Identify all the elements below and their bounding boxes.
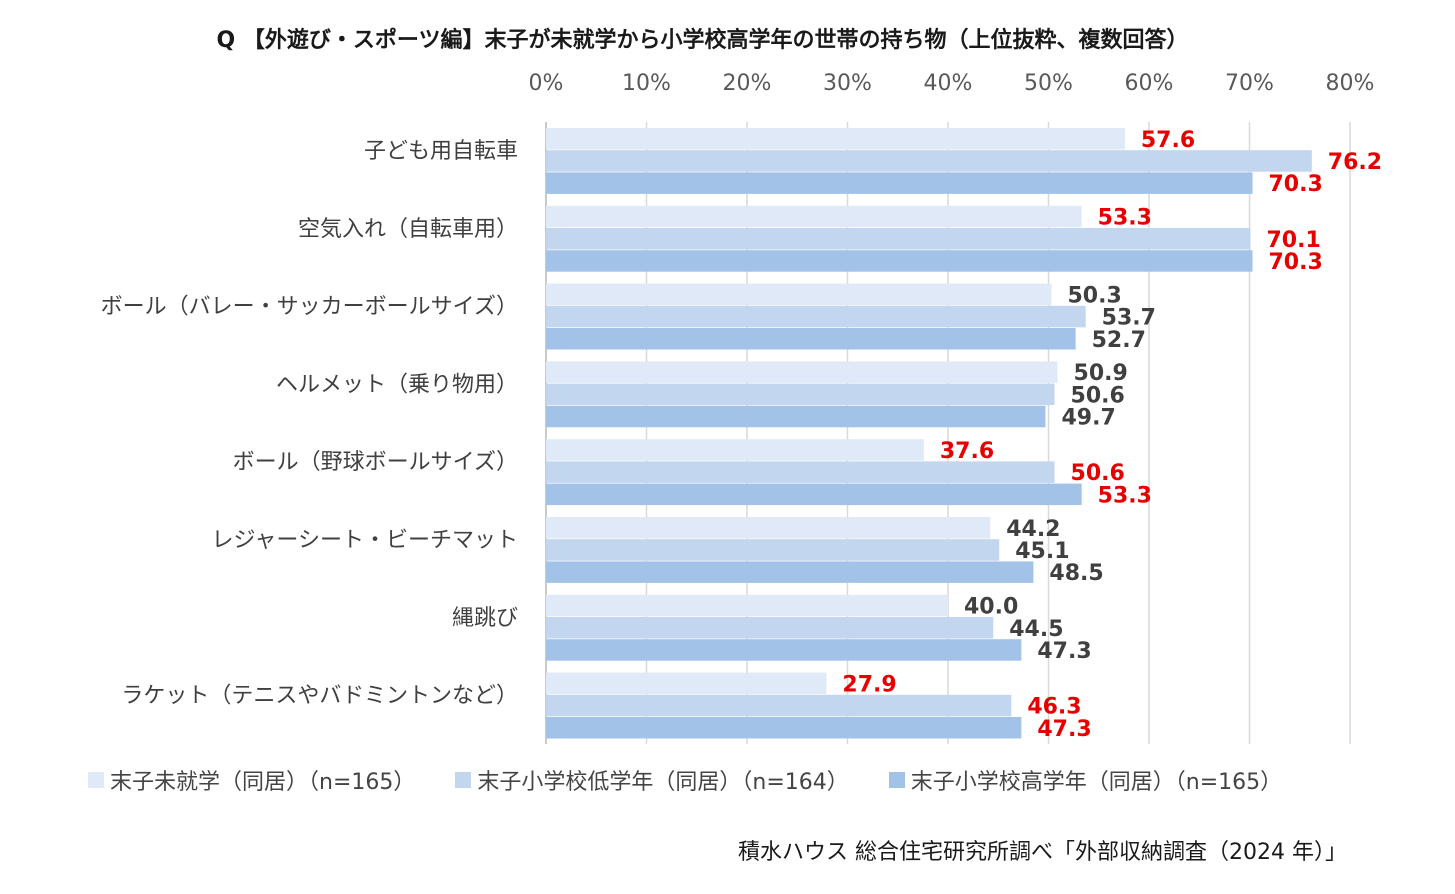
data-label: 37.6 (940, 439, 994, 464)
data-label: 49.7 (1061, 406, 1115, 431)
x-tick-label: 60% (1125, 71, 1174, 96)
x-tick-label: 70% (1225, 71, 1274, 96)
data-label: 44.2 (1006, 517, 1060, 542)
bar (546, 461, 1055, 483)
bar (546, 172, 1253, 194)
bar (546, 717, 1022, 739)
category-label: 子ども用自転車 (364, 139, 518, 164)
x-tick-label: 30% (823, 71, 872, 96)
data-label: 53.3 (1098, 483, 1152, 508)
bar (546, 561, 1034, 583)
data-label: 57.6 (1141, 128, 1195, 153)
bars (546, 128, 1312, 739)
chart-title: Q 【外遊び・スポーツ編】末子が未就学から小学校高学年の世帯の持ち物（上位抜粋、… (216, 28, 1189, 53)
data-label: 47.3 (1037, 717, 1091, 742)
data-label: 52.7 (1092, 328, 1146, 353)
category-label: ラケット（テニスやバドミントンなど） (121, 684, 518, 709)
data-label: 46.3 (1027, 695, 1081, 720)
bar (546, 639, 1022, 661)
data-label: 27.9 (842, 672, 896, 697)
bar (546, 128, 1125, 150)
bar (546, 483, 1082, 506)
data-label: 50.6 (1071, 383, 1125, 408)
data-label: 70.1 (1267, 228, 1321, 253)
bar (546, 517, 991, 539)
bar (546, 672, 827, 695)
legend-item-upper-grade: 末子小学校高学年（同居）（n=165） (888, 764, 1283, 796)
category-label: 空気入れ（自転車用） (298, 217, 518, 242)
data-labels: 57.676.270.353.370.170.350.353.752.750.9… (842, 128, 1382, 742)
data-label: 76.2 (1328, 150, 1382, 175)
bar (546, 250, 1253, 272)
bar (546, 439, 924, 461)
category-label: ボール（バレー・サッカーボールサイズ） (101, 295, 518, 320)
legend-label-lower-grade: 末子小学校低学年（同居）（n=164） (477, 770, 849, 795)
bar (546, 205, 1082, 228)
bar (546, 150, 1312, 172)
legend-label-upper-grade: 末子小学校高学年（同居）（n=165） (910, 770, 1283, 795)
data-label: 50.9 (1074, 361, 1128, 386)
bar (546, 361, 1058, 383)
bar (546, 617, 994, 639)
bar (546, 594, 948, 617)
data-label: 53.7 (1102, 306, 1156, 331)
x-tick-label: 50% (1024, 71, 1073, 96)
data-label: 44.5 (1009, 617, 1063, 642)
x-tick-label: 20% (723, 71, 772, 96)
bar (546, 383, 1055, 406)
category-label: レジャーシート・ビーチマット (212, 528, 518, 553)
data-label: 47.3 (1037, 639, 1091, 664)
x-axis-ticks: 0% 10% 20% 30% 40% 50% 60% 70% 80% (529, 71, 1375, 96)
data-label: 45.1 (1015, 539, 1069, 564)
bar (546, 328, 1076, 350)
bar (546, 539, 1000, 561)
data-label: 50.6 (1071, 461, 1125, 486)
bar (546, 228, 1251, 250)
legend-swatch-lower-grade (455, 772, 472, 788)
legend-swatch-upper-grade (888, 772, 905, 788)
bar (546, 305, 1086, 328)
data-label: 53.3 (1098, 206, 1152, 231)
data-label: 70.3 (1269, 172, 1323, 197)
x-tick-label: 40% (924, 71, 973, 96)
legend-item-lower-grade: 末子小学校低学年（同居）（n=164） (455, 764, 849, 796)
data-label: 70.3 (1269, 250, 1323, 275)
legend-label-preschool: 末子未就学（同居）（n=165） (110, 770, 416, 795)
category-label: 縄跳び (452, 606, 518, 631)
x-tick-label: 0% (529, 71, 564, 96)
legend-item-preschool: 末子未就学（同居）（n=165） (88, 764, 415, 796)
legend: 末子未就学（同居）（n=165） 末子小学校低学年（同居）（n=164） 末子小… (88, 764, 1282, 796)
category-label: ヘルメット（乗り物用） (276, 372, 518, 397)
bar (546, 694, 1012, 717)
data-label: 40.0 (964, 595, 1018, 620)
x-tick-label: 80% (1326, 71, 1375, 96)
category-label: ボール（野球ボールサイズ） (233, 450, 518, 475)
bar (546, 283, 1052, 306)
bar (546, 405, 1046, 428)
data-label: 48.5 (1049, 561, 1103, 586)
source-note: 積水ハウス 総合住宅研究所調べ「外部収納調査（2024 年）」 (738, 840, 1347, 865)
legend-swatch-preschool (88, 772, 104, 788)
x-tick-label: 10% (622, 71, 671, 96)
data-label: 50.3 (1068, 283, 1122, 308)
